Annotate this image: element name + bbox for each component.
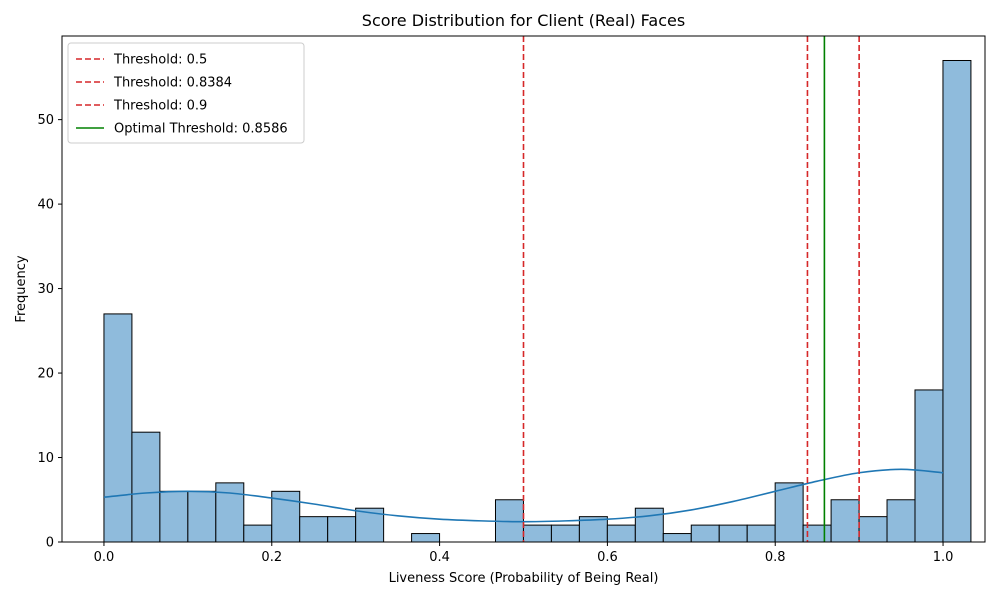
histogram-bar	[830, 499, 860, 543]
histogram-bar	[718, 524, 748, 543]
histogram-bar	[746, 524, 776, 543]
histogram-bar	[159, 490, 189, 543]
histogram-bar	[662, 533, 692, 543]
y-tick-label: 10	[37, 451, 54, 466]
legend-label: Threshold: 0.9	[113, 99, 207, 114]
legend-box	[67, 42, 305, 144]
histogram-bar	[690, 524, 720, 543]
chart-title: Score Distribution for Client (Real) Fac…	[362, 11, 685, 30]
histogram-bar	[606, 524, 636, 543]
x-tick-label: 0.6	[597, 550, 618, 565]
histogram-bar	[550, 524, 580, 543]
histogram-bar	[187, 490, 217, 543]
legend-label: Threshold: 0.8384	[113, 76, 232, 91]
histogram-bar	[299, 516, 329, 543]
histogram-bar	[942, 59, 972, 543]
histogram-bar	[774, 482, 804, 543]
x-tick-label: 0.2	[261, 550, 282, 565]
x-tick-label: 1.0	[933, 550, 954, 565]
histogram-bar	[858, 516, 888, 543]
x-tick-label: 0.0	[94, 550, 115, 565]
y-tick-label: 50	[37, 113, 54, 128]
legend-label: Optimal Threshold: 0.8586	[114, 122, 288, 137]
y-axis-label: Frequency	[14, 255, 29, 322]
histogram-bar	[243, 524, 273, 543]
histogram-bar	[522, 524, 552, 543]
histogram-bar	[131, 431, 161, 543]
kde-line	[103, 468, 944, 523]
histogram-bar	[914, 389, 944, 543]
histogram-bar	[103, 313, 133, 543]
histogram-bar	[886, 499, 916, 543]
legend-label: Threshold: 0.5	[113, 53, 207, 68]
y-tick-label: 30	[37, 282, 54, 297]
histogram-bar	[411, 533, 441, 543]
y-tick-label: 0	[46, 536, 54, 551]
y-tick-label: 20	[37, 367, 54, 382]
histogram-bar	[634, 507, 664, 543]
y-tick-label: 40	[37, 198, 54, 213]
histogram-bar	[327, 516, 357, 543]
x-tick-label: 0.8	[765, 550, 786, 565]
x-axis-label: Liveness Score (Probability of Being Rea…	[389, 571, 659, 586]
x-tick-label: 0.4	[429, 550, 450, 565]
